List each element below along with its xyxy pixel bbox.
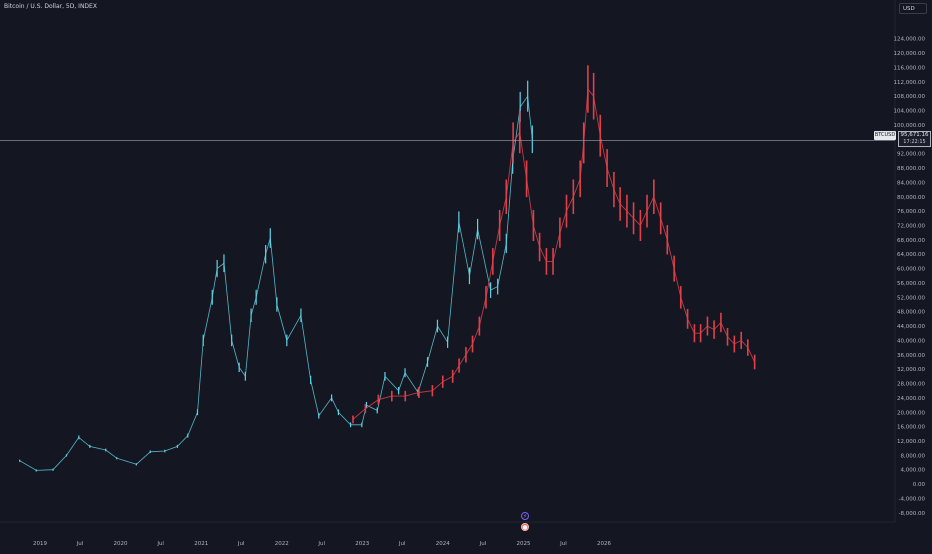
y-tick-label: 112,000.00 [894,80,926,86]
x-tick-label: 2023 [355,541,369,547]
y-tick-label: 16,000.00 [897,425,925,431]
y-tick-label: 52,000.00 [897,295,925,301]
y-tick-label: -8,000.00 [899,511,926,517]
y-tick-label: 28,000.00 [897,382,925,388]
y-tick-label: 88,000.00 [897,166,925,172]
y-tick-label: 12,000.00 [897,439,925,445]
y-tick-label: 124,000.00 [894,37,926,43]
event-marker-icon[interactable]: ● [521,523,529,531]
x-tick-label: 2022 [275,541,289,547]
last-price-badge: 95,671.16 17:22:15 [898,131,931,147]
y-tick-label: 104,000.00 [894,109,926,115]
x-tick-label: Jul [398,541,406,547]
x-tick-label: 2020 [114,541,128,547]
x-tick-label: 2021 [194,541,208,547]
x-tick-label: Jul [559,541,567,547]
y-tick-label: 36,000.00 [897,353,925,359]
y-tick-label: 108,000.00 [894,94,926,100]
y-tick-label: 44,000.00 [897,324,925,330]
y-tick-label: 116,000.00 [894,65,926,71]
currency-selector[interactable]: USD [899,3,927,14]
x-tick-label: Jul [237,541,245,547]
x-tick-label: 2019 [33,541,47,547]
y-tick-label: -4,000.00 [899,496,926,502]
last-price-value: 95,671.16 [899,132,930,139]
x-tick-label: 2025 [516,541,530,547]
y-tick-label: 76,000.00 [897,209,925,215]
y-tick-label: 64,000.00 [897,252,925,258]
y-tick-label: 68,000.00 [897,238,925,244]
y-tick-label: 20,000.00 [897,410,925,416]
bar-countdown: 17:22:15 [899,139,930,146]
y-tick-label: 72,000.00 [897,223,925,229]
y-tick-label: 60,000.00 [897,267,925,273]
x-tick-label: 2026 [597,541,611,547]
symbol-badge: BTCUSD [874,131,896,140]
symbol-title[interactable]: Bitcoin / U.S. Dollar, 5D, INDEX [4,3,97,10]
x-tick-label: Jul [76,541,84,547]
y-tick-label: 92,000.00 [897,152,925,158]
y-tick-label: 100,000.00 [894,123,926,129]
y-tick-label: 32,000.00 [897,367,925,373]
x-tick-label: Jul [156,541,164,547]
y-tick-label: 0.00 [913,482,926,488]
y-tick-label: 8,000.00 [901,453,926,459]
y-tick-label: 120,000.00 [894,51,926,57]
event-flag-icon[interactable]: ⚡ [521,512,529,520]
y-tick-label: 4,000.00 [901,468,926,474]
y-tick-label: 56,000.00 [897,281,925,287]
y-tick-label: 24,000.00 [897,396,925,402]
y-tick-label: 48,000.00 [897,310,925,316]
y-tick-label: 84,000.00 [897,180,925,186]
x-tick-label: Jul [479,541,487,547]
x-tick-label: Jul [317,541,325,547]
y-tick-label: 80,000.00 [897,195,925,201]
y-tick-label: 40,000.00 [897,338,925,344]
x-tick-label: 2024 [436,541,450,547]
